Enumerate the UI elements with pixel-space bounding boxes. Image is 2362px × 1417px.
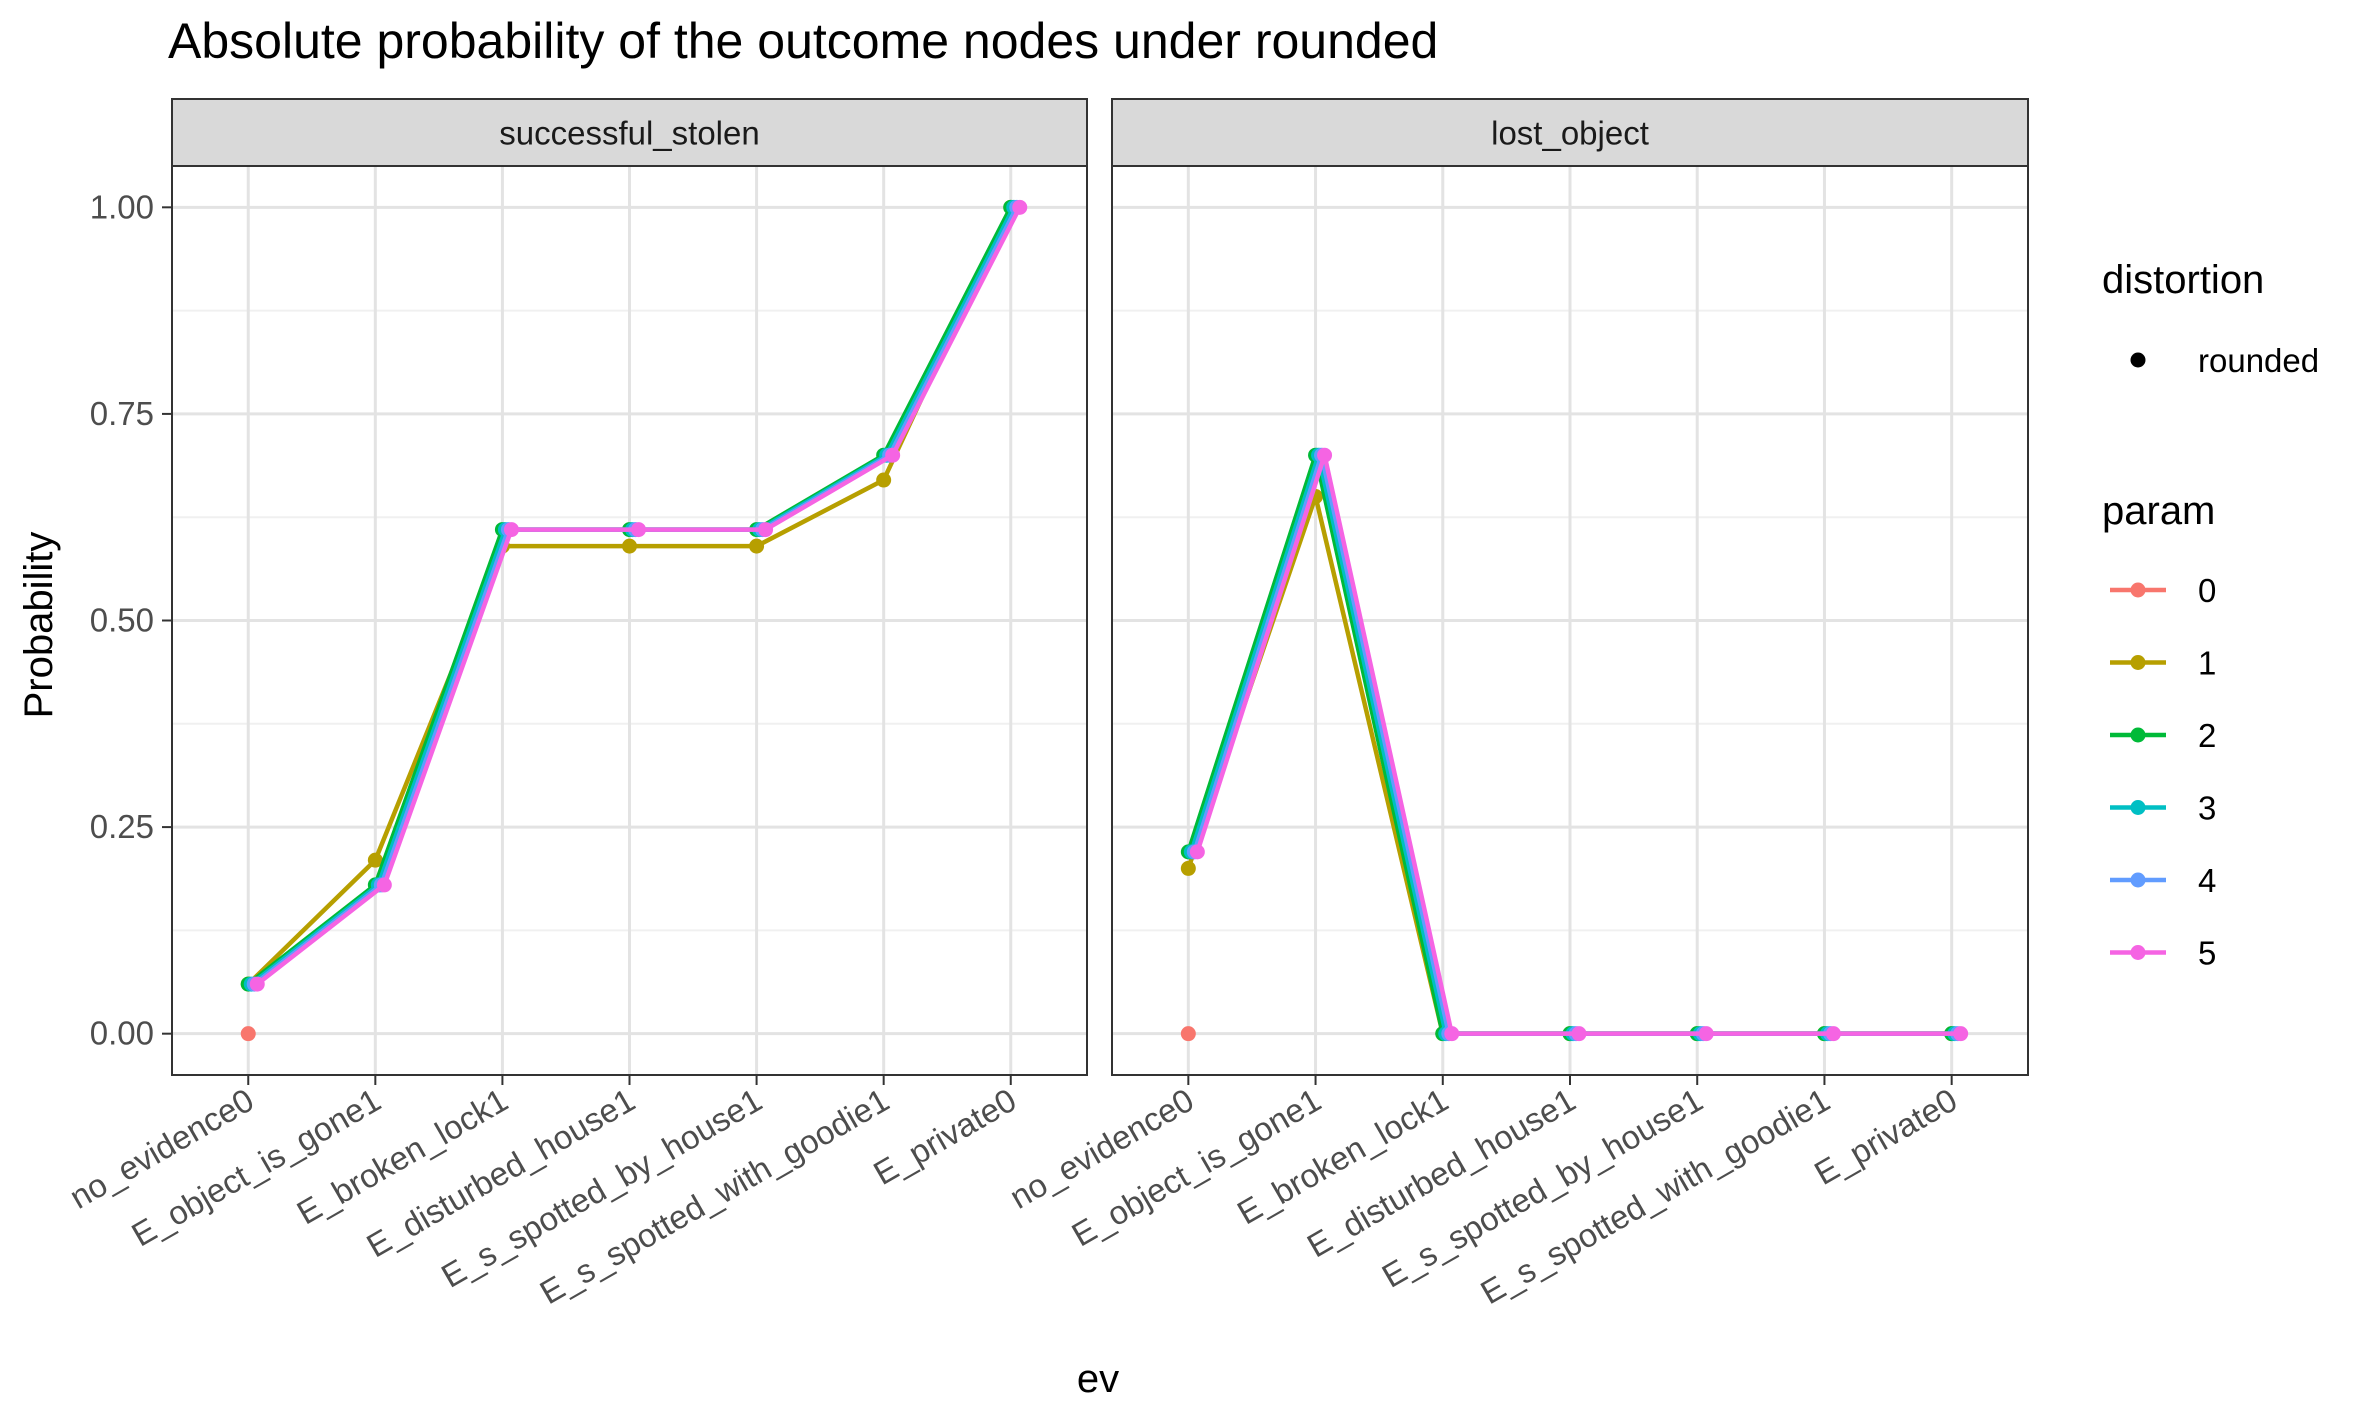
data-point-param-0 bbox=[240, 1026, 256, 1042]
x-tick-label: E_private0 bbox=[867, 1081, 1022, 1192]
legend-key-point bbox=[2130, 800, 2146, 815]
legend-label-param: 1 bbox=[2198, 645, 2216, 682]
facet-panel-lost_object: lost_objectno_evidence0E_object_is_gone1… bbox=[1003, 98, 2029, 1311]
legend-title-distortion: distortion bbox=[2102, 258, 2264, 302]
data-point-param-5 bbox=[1698, 1026, 1714, 1042]
legend-key-point bbox=[2130, 872, 2146, 888]
data-point-param-1 bbox=[1180, 860, 1196, 876]
y-tick-label: 0.75 bbox=[90, 395, 154, 432]
legend-label-distortion: rounded bbox=[2198, 342, 2319, 379]
data-point-param-5 bbox=[249, 976, 265, 992]
legend-label-param: 0 bbox=[2198, 572, 2216, 609]
data-point-param-5 bbox=[1012, 199, 1028, 215]
data-point-param-5 bbox=[1571, 1026, 1587, 1042]
data-point-param-5 bbox=[1825, 1026, 1841, 1042]
legend-title-param: param bbox=[2102, 489, 2215, 533]
data-point-param-5 bbox=[631, 522, 646, 538]
legend-key-point bbox=[2130, 655, 2146, 670]
facet-strip-label: lost_object bbox=[1491, 115, 1649, 152]
data-point-param-5 bbox=[758, 522, 774, 538]
facet-strip bbox=[1111, 98, 2029, 167]
data-point-param-5 bbox=[376, 877, 392, 893]
legend-key-distortion bbox=[2130, 352, 2146, 368]
legend-key-point bbox=[2130, 727, 2146, 743]
x-axis-title: ev bbox=[1077, 1357, 1119, 1401]
y-axis-title: Probability bbox=[17, 532, 61, 719]
x-tick-label: E_private0 bbox=[1808, 1081, 1963, 1192]
data-point-param-1 bbox=[749, 538, 765, 554]
data-point-param-5 bbox=[1189, 844, 1205, 860]
data-point-param-5 bbox=[503, 522, 519, 538]
legend-key-point bbox=[2130, 582, 2146, 598]
data-point-param-0 bbox=[1180, 1026, 1196, 1042]
y-tick-label: 0.25 bbox=[90, 808, 154, 845]
y-tick-label: 0.00 bbox=[90, 1015, 154, 1052]
legend: distortion rounded param 0 1 2 3 4 5 bbox=[2102, 258, 2319, 972]
facet-strip bbox=[171, 98, 1088, 167]
data-point-param-5 bbox=[1953, 1026, 1969, 1042]
legend-key-point bbox=[2130, 945, 2146, 960]
facet-panels: successful_stolenno_evidence0E_object_is… bbox=[63, 98, 2029, 1311]
legend-label-param: 2 bbox=[2198, 717, 2216, 754]
y-tick-label: 1.00 bbox=[90, 188, 154, 225]
data-point-param-5 bbox=[1317, 447, 1333, 463]
data-point-param-5 bbox=[885, 447, 901, 463]
y-tick-label: 0.50 bbox=[90, 602, 154, 639]
legend-label-param: 4 bbox=[2198, 862, 2216, 899]
legend-label-param: 5 bbox=[2198, 935, 2216, 972]
legend-label-param: 3 bbox=[2198, 790, 2216, 827]
data-point-param-5 bbox=[1444, 1026, 1460, 1042]
data-point-param-1 bbox=[367, 852, 383, 868]
facet-panel-successful_stolen: successful_stolenno_evidence0E_object_is… bbox=[63, 98, 1088, 1311]
data-point-param-1 bbox=[622, 538, 637, 554]
data-point-param-1 bbox=[876, 472, 892, 488]
facet-strip-label: successful_stolen bbox=[499, 115, 759, 152]
chart-title: Absolute probability of the outcome node… bbox=[168, 13, 1438, 69]
